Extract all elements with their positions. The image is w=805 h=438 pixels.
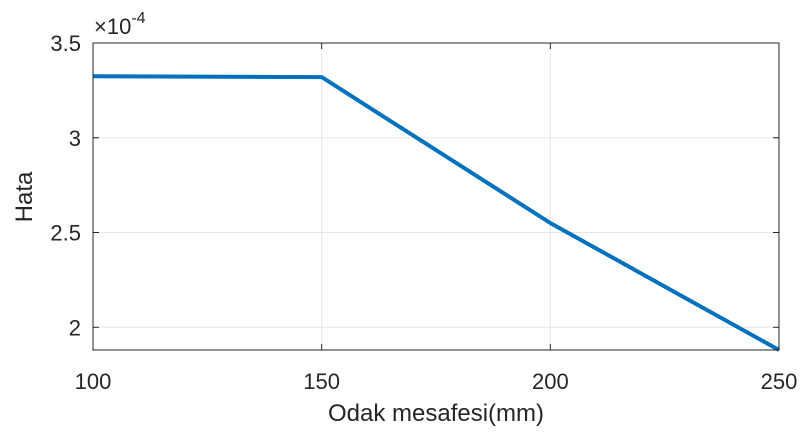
plot-area — [93, 43, 779, 350]
x-tick-label: 150 — [303, 369, 340, 394]
x-tick-label: 250 — [761, 369, 798, 394]
exponent-power: -4 — [131, 10, 145, 27]
data-point — [550, 223, 551, 224]
x-axis-label: Odak mesafesi(mm) — [328, 400, 544, 427]
y-axis-label: Hata — [11, 171, 38, 222]
y-tick-label: 2 — [69, 315, 81, 340]
y-tick-label: 3.5 — [50, 31, 81, 56]
y-tick-label: 3 — [69, 126, 81, 151]
y-tick-label: 2.5 — [50, 221, 81, 246]
data-point — [321, 77, 322, 78]
exponent-base: ×10 — [94, 14, 131, 39]
x-tick-label: 200 — [532, 369, 569, 394]
x-tick-label: 100 — [75, 369, 112, 394]
